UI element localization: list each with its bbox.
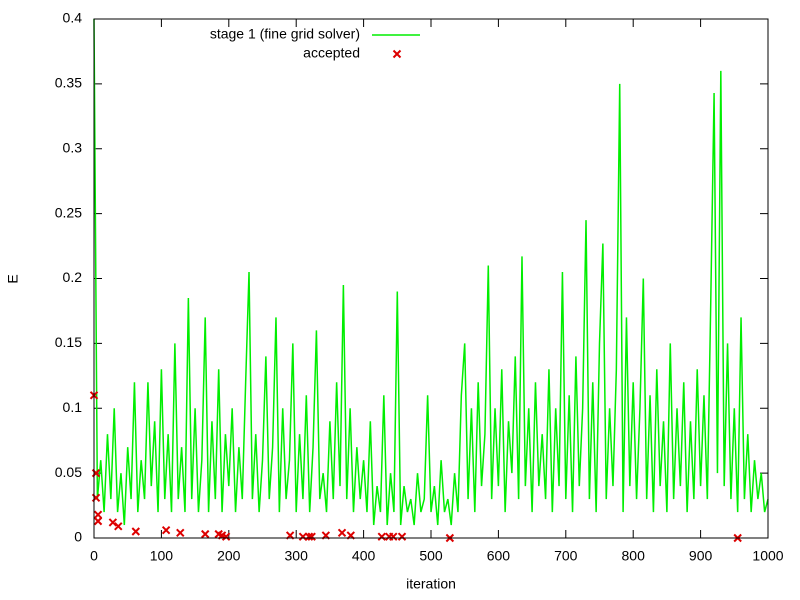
plot-frame xyxy=(93,18,769,539)
y-tick-label: 0.3 xyxy=(63,139,83,155)
legend-label: stage 1 (fine grid solver) xyxy=(210,26,360,42)
x-tick-label: 700 xyxy=(554,548,578,564)
data-line xyxy=(93,18,769,526)
y-tick-label: 0.1 xyxy=(63,399,83,415)
x-tick-label: 500 xyxy=(419,548,443,564)
x-tick-label: 300 xyxy=(285,548,309,564)
data-point xyxy=(176,528,185,538)
data-point xyxy=(131,527,140,536)
legend-label: accepted xyxy=(303,45,360,61)
data-point xyxy=(114,522,123,531)
y-tick-label: 0.05 xyxy=(55,464,82,480)
data-point xyxy=(377,532,387,541)
data-point xyxy=(304,532,314,541)
x-tick-label: 100 xyxy=(150,548,174,564)
x-tick-label: 0 xyxy=(90,548,98,564)
legend-swatch xyxy=(392,49,402,59)
data-point xyxy=(389,532,398,541)
x-tick-label: 1000 xyxy=(752,548,783,564)
data-point xyxy=(307,532,316,541)
data-point xyxy=(93,516,103,526)
y-axis-label: E xyxy=(5,274,21,283)
data-point xyxy=(93,510,103,519)
data-point xyxy=(397,532,407,541)
y-tick-label: 0 xyxy=(74,529,82,545)
x-tick-label: 400 xyxy=(352,548,376,564)
data-point xyxy=(221,532,231,541)
x-axis-label: iteration xyxy=(406,576,456,592)
x-tick-label: 800 xyxy=(622,548,646,564)
y-tick-label: 0.15 xyxy=(55,334,82,350)
y-tick-label: 0.4 xyxy=(63,10,83,26)
x-tick-label: 200 xyxy=(217,548,241,564)
y-tick-label: 0.2 xyxy=(63,269,83,285)
data-point xyxy=(108,518,118,527)
y-tick-label: 0.35 xyxy=(55,75,82,91)
data-point xyxy=(161,526,171,535)
data-point xyxy=(201,529,210,539)
x-tick-label: 900 xyxy=(689,548,713,564)
y-tick-label: 0.25 xyxy=(55,204,82,220)
x-tick-label: 600 xyxy=(487,548,511,564)
data-point xyxy=(337,528,347,538)
